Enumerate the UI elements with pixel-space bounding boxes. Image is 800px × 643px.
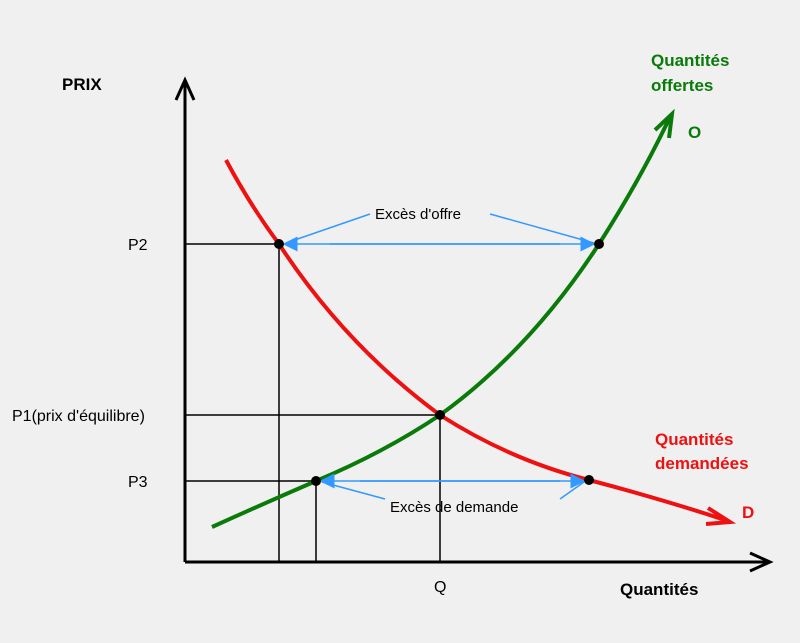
p1-label: P1(prix d'équilibre) bbox=[12, 408, 145, 425]
demand-letter: D bbox=[742, 503, 754, 522]
excess-supply-label: Excès d'offre bbox=[375, 206, 461, 223]
demand-label-1: Quantités bbox=[655, 430, 733, 449]
x-axis-label: Quantités bbox=[620, 580, 698, 599]
demand-label-2: demandées bbox=[655, 454, 749, 473]
y-axis-label: PRIX bbox=[62, 75, 102, 94]
demand-arrowhead bbox=[705, 506, 737, 526]
q-label: Q bbox=[434, 579, 446, 596]
excess-demand-label: Excès de demande bbox=[390, 499, 518, 516]
supply-letter: O bbox=[688, 123, 701, 142]
p3-label: P3 bbox=[128, 474, 148, 491]
p2-label: P2 bbox=[128, 237, 148, 254]
guide-lines bbox=[185, 243, 441, 562]
axes bbox=[174, 76, 774, 573]
supply-label-2: offertes bbox=[651, 76, 713, 95]
intersection-points bbox=[274, 239, 604, 486]
supply-curve bbox=[211, 116, 672, 529]
excess-arrows bbox=[282, 213, 596, 500]
supply-label-1: Quantités bbox=[651, 51, 729, 70]
demand-curve bbox=[224, 159, 729, 523]
supply-arrowhead bbox=[653, 108, 675, 139]
